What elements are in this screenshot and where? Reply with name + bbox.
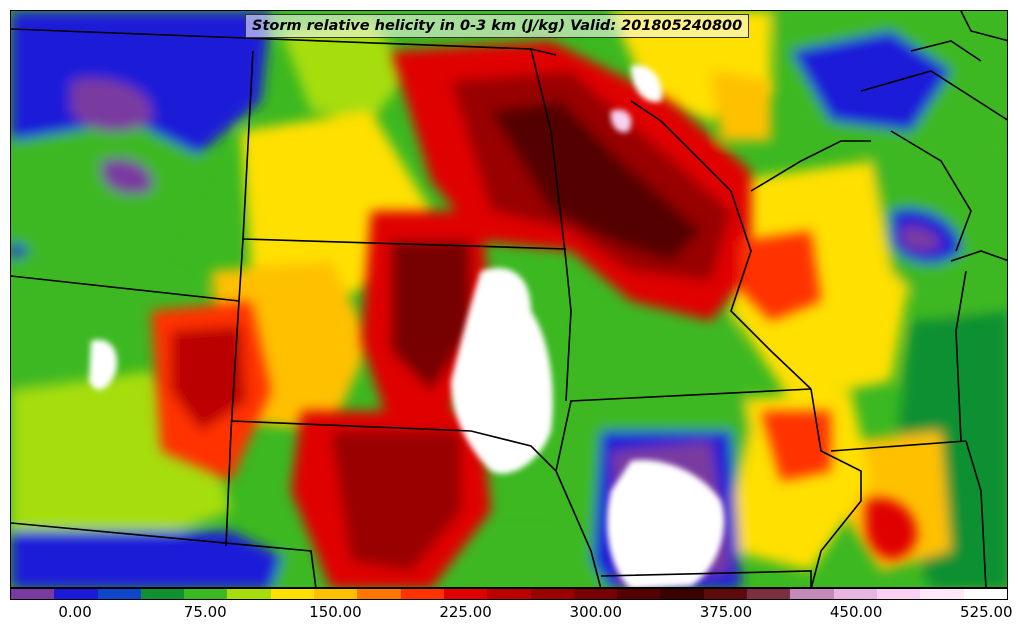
helicity-white-highs (89, 65, 725, 587)
colorbar-tick-label: 75.00 (183, 603, 227, 621)
colorbar-segment (617, 589, 661, 599)
colorbar-segment (270, 589, 315, 599)
colorbar-tick-label: 450.00 (829, 603, 883, 621)
colorbar-tick-label: 300.00 (569, 603, 623, 621)
colorbar-segment (11, 589, 55, 599)
colorbar-segment (876, 589, 921, 599)
colorbar-segment (963, 589, 1007, 599)
colorbar-segment (400, 589, 444, 599)
colorbar-tick-label: 525.00 (960, 603, 1013, 621)
colorbar-segment (660, 589, 704, 599)
map-title: Storm relative helicity in 0-3 km (J/kg)… (245, 14, 750, 38)
colorbar-segment (97, 589, 141, 599)
colorbar-segment (314, 589, 358, 599)
political-boundaries (11, 11, 1007, 587)
colorbar-segment (487, 589, 531, 599)
colorbar-segment (747, 589, 791, 599)
colorbar-segment (140, 589, 185, 599)
colorbar-segment (530, 589, 574, 599)
colorbar-segment (833, 589, 877, 599)
colorbar-segment (54, 589, 98, 599)
colorbar (10, 588, 1008, 600)
colorbar-segment (920, 589, 964, 599)
map-panel (10, 10, 1008, 588)
colorbar-tick-label: 150.00 (309, 603, 362, 621)
colorbar-tick-label: 0.00 (58, 603, 92, 621)
helicity-contours-high (151, 41, 917, 587)
colorbar-segment (573, 589, 618, 599)
colorbar-segment (184, 589, 228, 599)
helicity-map (11, 11, 1007, 587)
colorbar-segment (703, 589, 748, 599)
colorbar-segment (790, 589, 834, 599)
colorbar-segment (227, 589, 271, 599)
colorbar-tick-label: 225.00 (439, 603, 492, 621)
colorbar-segment (357, 589, 401, 599)
colorbar-segment (443, 589, 488, 599)
colorbar-tick-label: 375.00 (699, 603, 753, 621)
